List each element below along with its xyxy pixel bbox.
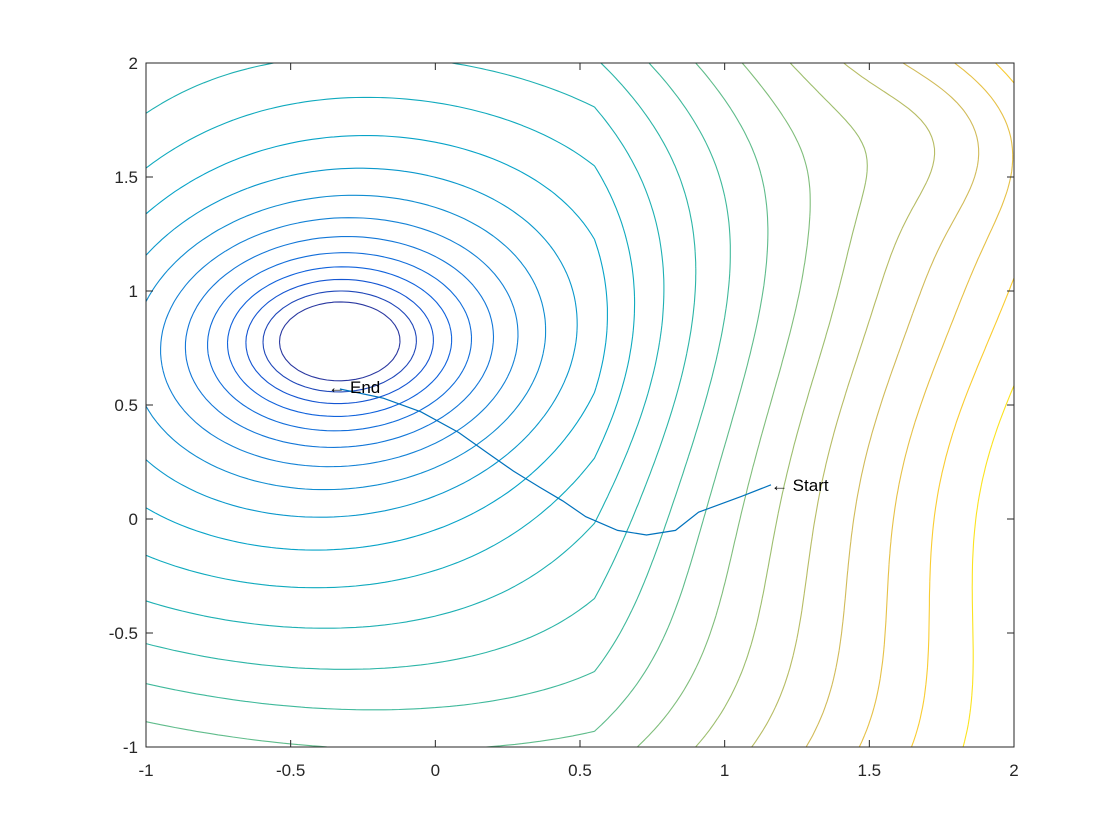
contour-line — [245, 278, 434, 405]
x-tick-label: -0.5 — [276, 761, 305, 780]
contour-line — [962, 385, 1014, 747]
contour-line — [858, 63, 1014, 747]
contour-line — [184, 235, 495, 448]
y-tick-label: 0 — [129, 510, 138, 529]
x-tick-label: 1.5 — [858, 761, 882, 780]
y-tick-label: -1 — [123, 738, 138, 757]
contour-line — [146, 63, 665, 629]
contour-line — [805, 63, 980, 747]
y-tick-label: 0.5 — [114, 396, 138, 415]
contour-line — [146, 96, 636, 589]
x-tick-label: 0.5 — [568, 761, 592, 780]
contour-line — [226, 266, 453, 417]
contour-lines — [146, 63, 1014, 747]
contour-line — [146, 194, 547, 491]
plot-area — [146, 63, 1014, 747]
annotation-label: ← Start — [771, 476, 829, 495]
contour-line — [278, 301, 401, 382]
contour-line — [160, 217, 519, 468]
y-tick-label: 1 — [129, 282, 138, 301]
x-tick-label: -1 — [138, 761, 153, 780]
descent-path-layer — [339, 388, 772, 536]
contour-line — [146, 63, 731, 711]
contour-line — [146, 63, 769, 747]
x-tick-label: 2 — [1009, 761, 1018, 780]
contour-line — [146, 63, 697, 670]
descent-path — [339, 388, 772, 536]
x-tick-label: 1 — [720, 761, 729, 780]
contour-line — [751, 63, 936, 747]
y-tick-label: 2 — [129, 54, 138, 73]
contour-line — [146, 134, 608, 551]
y-tick-label: 1.5 — [114, 168, 138, 187]
annotation-label: ← End — [328, 378, 380, 397]
annotations: ← Start ← End — [328, 378, 829, 495]
axis-ticks: -1 -0.5 0 0.5 1 1.5 2 -1 -0.5 0 0.5 1 1.5 2 — [109, 54, 1019, 780]
x-tick-label: 0 — [431, 761, 440, 780]
contour-line — [207, 252, 473, 432]
y-tick-label: -0.5 — [109, 624, 138, 643]
contour-line — [910, 63, 1014, 747]
contour-line — [262, 290, 417, 393]
